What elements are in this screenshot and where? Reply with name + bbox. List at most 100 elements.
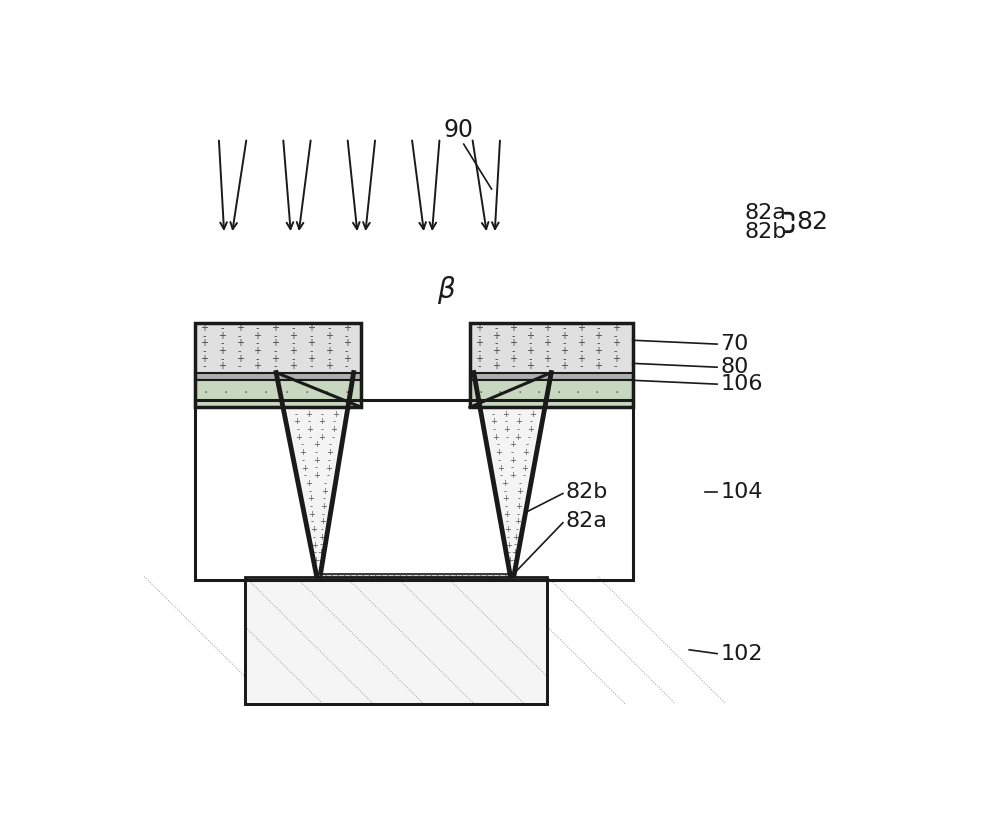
Text: -: - <box>274 331 277 341</box>
Text: +: + <box>612 323 620 333</box>
Text: -: - <box>337 394 340 404</box>
Text: -: - <box>322 495 325 504</box>
Text: -: - <box>315 448 318 457</box>
Text: -: - <box>256 323 259 333</box>
Text: +: + <box>334 402 341 411</box>
Text: +: + <box>595 361 603 371</box>
Text: 104: 104 <box>720 482 763 502</box>
Text: +: + <box>319 518 326 527</box>
Text: +: + <box>515 433 522 442</box>
Bar <box>195 399 633 581</box>
Text: +: + <box>533 386 540 395</box>
Text: -: - <box>294 409 297 418</box>
Bar <box>470 373 633 380</box>
Text: 108: 108 <box>291 328 334 348</box>
Text: +: + <box>515 418 522 427</box>
Text: -: - <box>508 548 511 557</box>
Bar <box>195 323 361 407</box>
Text: -: - <box>498 371 501 380</box>
Text: -: - <box>512 346 515 356</box>
Text: +: + <box>299 379 306 388</box>
Text: -: - <box>580 361 583 371</box>
Text: +: + <box>306 425 313 434</box>
Text: +: + <box>323 394 330 404</box>
Text: -: - <box>310 502 313 511</box>
Text: 80: 80 <box>720 357 749 377</box>
Text: -: - <box>505 418 508 427</box>
Text: 82b: 82b <box>565 482 608 502</box>
Text: ·: · <box>575 386 580 400</box>
Text: -: - <box>525 441 528 449</box>
Text: -: - <box>563 354 566 364</box>
Text: -: - <box>528 433 531 442</box>
Text: -: - <box>314 379 317 388</box>
Text: -: - <box>534 394 537 404</box>
Text: -: - <box>326 471 329 480</box>
Text: +: + <box>560 331 568 341</box>
Text: +: + <box>515 502 522 511</box>
Text: -: - <box>338 379 341 388</box>
Polygon shape <box>478 373 547 575</box>
Text: -: - <box>488 394 491 404</box>
Text: +: + <box>236 338 244 348</box>
Text: 102: 102 <box>720 643 763 663</box>
Text: +: + <box>531 402 538 411</box>
Text: -: - <box>514 541 517 550</box>
Text: -: - <box>314 548 317 557</box>
Text: +: + <box>325 346 333 356</box>
Text: +: + <box>595 346 603 356</box>
Text: +: + <box>526 361 534 371</box>
Text: +: + <box>509 471 516 480</box>
Text: +: + <box>492 361 500 371</box>
Text: +: + <box>560 346 568 356</box>
Text: +: + <box>520 394 527 404</box>
Text: -: - <box>256 354 259 364</box>
Text: -: - <box>320 525 323 534</box>
Text: -: - <box>329 441 332 449</box>
Text: -: - <box>529 354 532 364</box>
Text: +: + <box>317 548 324 557</box>
Text: 70: 70 <box>720 334 749 354</box>
Text: -: - <box>345 361 348 371</box>
Text: +: + <box>313 456 320 465</box>
Text: +: + <box>290 402 297 411</box>
Text: -: - <box>321 409 324 418</box>
Text: +: + <box>332 409 339 418</box>
Text: +: + <box>318 533 325 542</box>
Text: -: - <box>302 456 305 465</box>
Text: -: - <box>312 533 315 542</box>
Text: -: - <box>522 471 525 480</box>
Text: -: - <box>309 433 312 442</box>
Text: +: + <box>271 323 279 333</box>
Text: +: + <box>325 361 333 371</box>
Text: +: + <box>502 409 509 418</box>
Text: -: - <box>511 394 514 404</box>
Text: +: + <box>330 425 337 434</box>
Text: -: - <box>333 418 336 427</box>
Text: -: - <box>512 361 515 371</box>
Text: -: - <box>238 331 241 341</box>
Text: -: - <box>477 346 481 356</box>
Text: -: - <box>314 394 317 404</box>
Text: +: + <box>200 354 208 364</box>
Text: -: - <box>524 456 527 465</box>
Text: +: + <box>521 379 528 388</box>
Text: ·: · <box>537 386 541 400</box>
Text: +: + <box>336 386 342 395</box>
Text: -: - <box>309 331 313 341</box>
Bar <box>195 380 361 407</box>
Text: +: + <box>289 361 297 371</box>
Text: -: - <box>529 323 532 333</box>
Text: +: + <box>312 402 319 411</box>
Text: ·: · <box>498 386 502 400</box>
Text: ·: · <box>203 386 208 400</box>
Text: +: + <box>325 331 333 341</box>
Text: -: - <box>523 386 526 395</box>
Text: +: + <box>343 323 351 333</box>
Text: -: - <box>202 346 206 356</box>
Text: -: - <box>291 338 295 348</box>
Text: -: - <box>256 338 259 348</box>
Text: +: + <box>306 409 312 418</box>
Text: ·: · <box>614 386 619 400</box>
Text: -: - <box>563 323 566 333</box>
